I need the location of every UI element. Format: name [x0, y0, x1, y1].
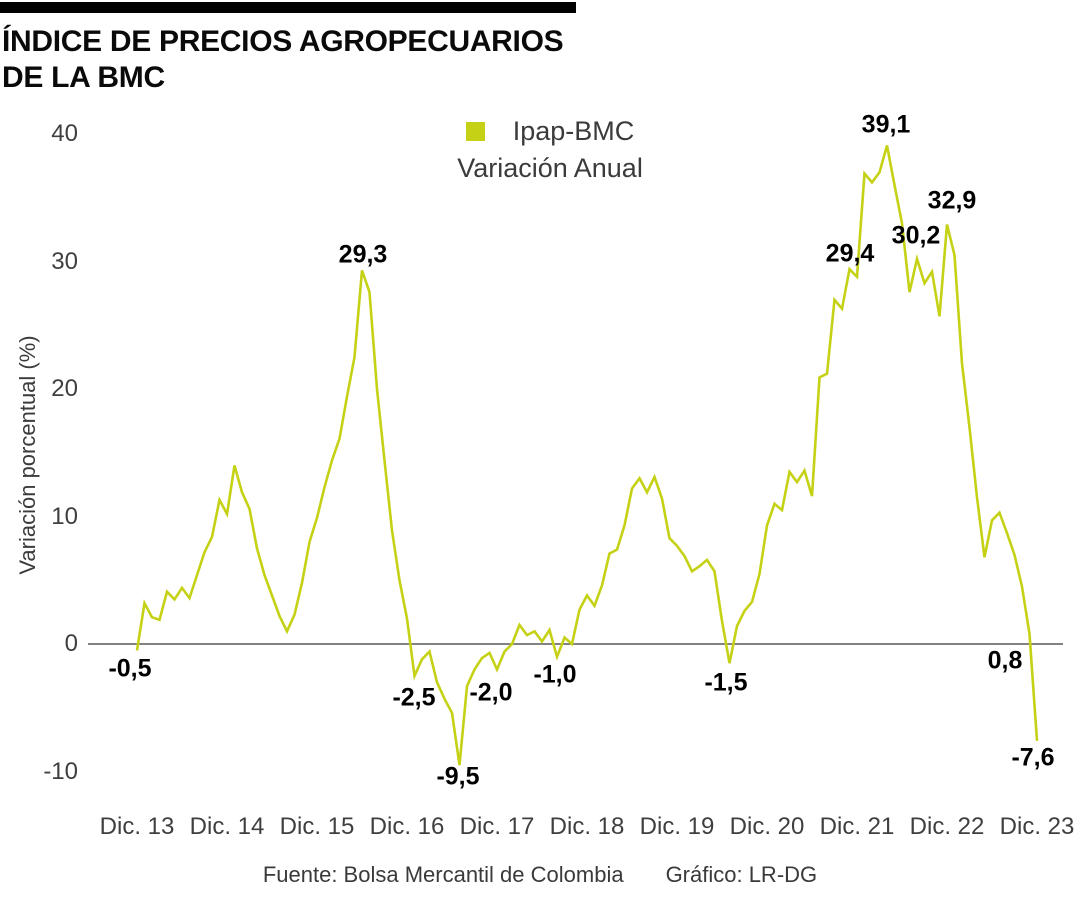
y-tick-label: 20	[51, 375, 78, 402]
data-point-label: 32,9	[927, 186, 977, 215]
legend-row: Ipap-BMC	[465, 116, 635, 147]
title-rule-bar	[0, 2, 576, 13]
page-title: ÍNDICE DE PRECIOS AGROPECUARIOS DE LA BM…	[2, 24, 642, 96]
data-point-label: 29,3	[338, 240, 388, 269]
footer: Fuente: Bolsa Mercantil de Colombia Gráf…	[0, 862, 1080, 888]
data-point-label: -7,6	[1011, 743, 1055, 772]
x-tick-label: Dic. 16	[369, 813, 445, 840]
data-point-label: -2,5	[392, 683, 436, 712]
ipap-bmc-line-series	[135, 145, 1039, 766]
chart-legend: Ipap-BMC Variación Anual	[350, 116, 750, 184]
data-point-label: -9,5	[436, 762, 480, 791]
page-title-line2: DE LA BMC	[2, 61, 165, 94]
x-tick-label: Dic. 21	[819, 813, 895, 840]
footer-source: Fuente: Bolsa Mercantil de Colombia	[262, 862, 624, 887]
page-title-line1: ÍNDICE DE PRECIOS AGROPECUARIOS	[2, 25, 564, 58]
y-tick-label: -10	[43, 757, 78, 785]
legend-square-icon	[465, 122, 485, 141]
data-point-label: -0,5	[108, 654, 152, 683]
data-point-label: -1,0	[533, 660, 577, 689]
x-tick-label: Dic. 13	[99, 813, 175, 840]
y-tick-label: 0	[64, 630, 78, 657]
data-point-label: 0,8	[987, 646, 1023, 675]
x-tick-label: Dic. 19	[639, 813, 715, 840]
x-tick-label: Dic. 17	[459, 813, 535, 840]
data-point-label: 30,2	[891, 221, 941, 250]
x-tick-label: Dic. 22	[909, 813, 985, 840]
footer-credit: Gráfico: LR-DG	[665, 862, 818, 887]
data-point-label: 29,4	[825, 239, 875, 268]
x-tick-label: Dic. 14	[189, 813, 265, 840]
x-tick-label: Dic. 18	[549, 813, 625, 840]
data-point-label: -1,5	[704, 668, 748, 697]
y-tick-label: 10	[51, 502, 78, 530]
y-tick-label: 30	[51, 247, 78, 275]
legend-series-label: Ipap-BMC	[512, 116, 635, 146]
y-tick-label: 40	[51, 120, 78, 147]
x-tick-label: Dic. 20	[729, 813, 805, 840]
x-tick-label: Dic. 15	[279, 813, 355, 840]
data-point-label: 39,1	[861, 110, 911, 139]
x-tick-label: Dic. 23	[999, 813, 1075, 840]
data-point-label: -2,0	[469, 678, 513, 707]
legend-sublabel: Variación Anual	[457, 153, 643, 183]
